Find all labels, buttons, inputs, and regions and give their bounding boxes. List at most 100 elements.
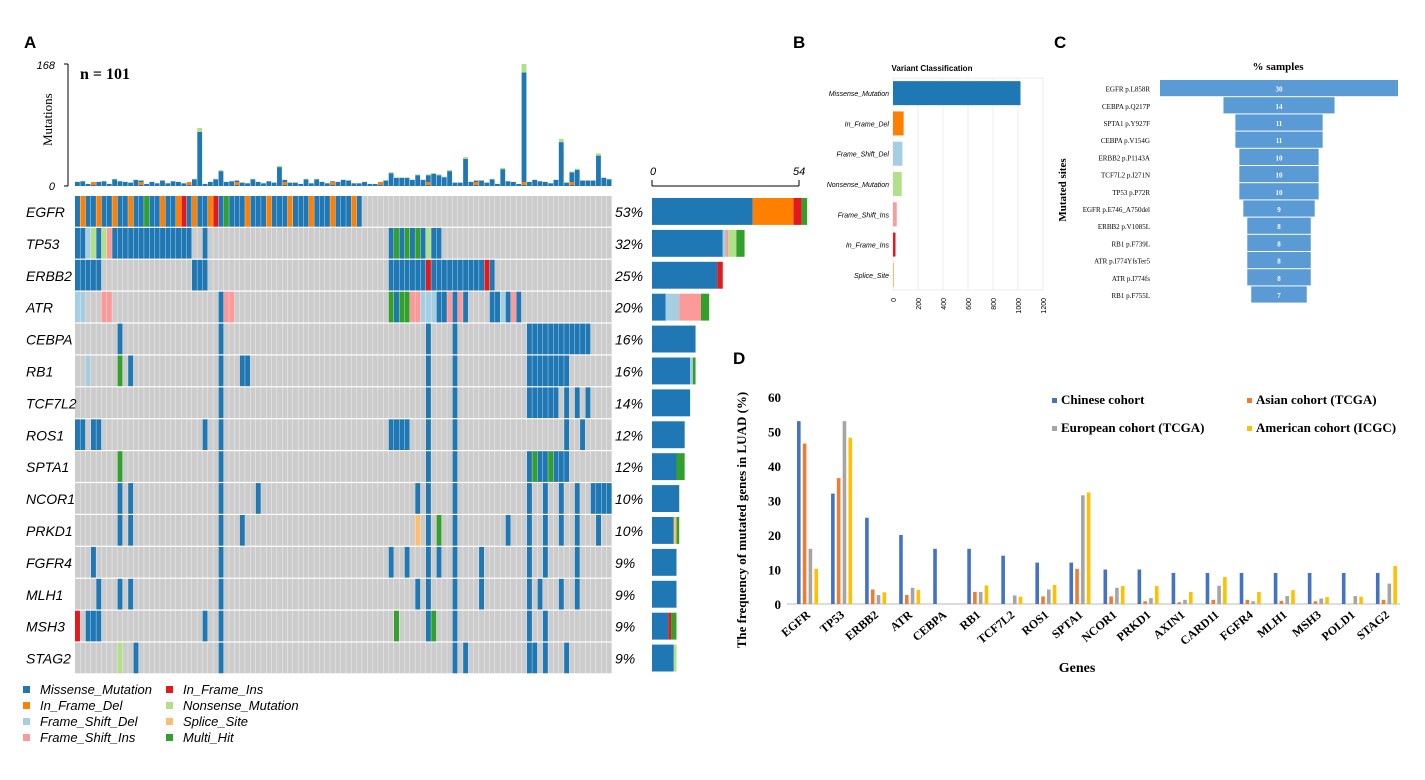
empty-cell <box>601 227 607 259</box>
tmb-bar <box>420 179 426 186</box>
empty-cell <box>138 451 144 482</box>
tmb-bar <box>176 181 181 186</box>
cohort-bar <box>984 585 989 604</box>
mutation-cell <box>101 291 107 323</box>
site-label: RB1 p.F755L <box>1111 292 1150 300</box>
gene-frequency-label: 9% <box>615 587 635 603</box>
empty-cell <box>500 196 506 227</box>
empty-cell <box>245 610 251 642</box>
gene-count-bar-segment <box>671 612 677 640</box>
gene-category-label: TCF7L2 <box>975 608 1018 647</box>
empty-cell <box>250 227 256 259</box>
empty-cell <box>176 323 181 355</box>
empty-cell <box>176 642 181 674</box>
empty-cell <box>75 483 80 514</box>
cohort-bar <box>1239 572 1244 604</box>
empty-cell <box>266 546 272 578</box>
empty-cell <box>367 259 373 291</box>
empty-cell <box>564 546 570 578</box>
empty-cell <box>510 451 516 482</box>
empty-cell <box>436 483 442 514</box>
empty-cell <box>261 610 267 642</box>
empty-cell <box>601 323 607 355</box>
empty-cell <box>218 259 224 291</box>
empty-cell <box>271 515 277 546</box>
empty-cell <box>303 291 309 323</box>
cohort-bar <box>1035 562 1039 604</box>
empty-cell <box>165 323 171 355</box>
empty-cell <box>308 451 314 482</box>
empty-cell <box>441 546 447 578</box>
cohort-bar <box>1273 572 1278 604</box>
empty-cell <box>516 515 522 546</box>
mutation-cell <box>479 578 485 610</box>
empty-cell <box>75 546 80 578</box>
site-bar <box>1247 269 1311 286</box>
cohort-bar <box>1143 601 1147 604</box>
cohort-legend-swatch <box>1052 426 1057 431</box>
empty-cell <box>85 483 91 514</box>
empty-cell <box>181 291 187 323</box>
tmb-bar <box>564 182 569 186</box>
empty-cell <box>271 642 277 674</box>
empty-cell <box>96 483 102 514</box>
mutation-cell <box>420 259 426 291</box>
empty-cell <box>340 387 346 419</box>
mutation-cell <box>526 546 532 578</box>
empty-cell <box>564 610 570 642</box>
empty-cell <box>170 419 176 450</box>
empty-cell <box>261 419 267 450</box>
empty-cell <box>133 259 139 291</box>
empty-cell <box>585 451 591 482</box>
empty-cell <box>399 196 405 227</box>
site-bar <box>1235 114 1323 131</box>
empty-cell <box>314 419 320 450</box>
empty-cell <box>287 642 293 674</box>
mutation-cell <box>510 291 516 323</box>
mutation-cell <box>537 451 543 482</box>
empty-cell <box>308 483 314 514</box>
cohort-bar <box>1183 599 1187 604</box>
tmb-bar <box>356 183 362 186</box>
tmb-bar-segment <box>521 182 527 185</box>
mutation-cell <box>218 610 224 642</box>
empty-cell <box>234 387 240 419</box>
mutation-cell <box>191 259 197 291</box>
empty-cell <box>181 355 187 387</box>
empty-cell <box>160 610 166 642</box>
empty-cell <box>346 546 352 578</box>
legend-label: Missense_Mutation <box>40 682 152 697</box>
empty-cell <box>447 483 453 514</box>
tmb-bar <box>308 183 314 186</box>
mutation-cell <box>425 610 431 642</box>
empty-cell <box>500 483 506 514</box>
empty-cell <box>441 227 447 259</box>
tmb-bar <box>500 169 506 186</box>
empty-cell <box>558 642 564 674</box>
empty-cell <box>255 578 261 610</box>
mutation-cell <box>128 196 134 227</box>
empty-cell <box>378 515 384 546</box>
empty-cell <box>484 578 490 610</box>
gene-count-bar-segment <box>673 517 677 544</box>
tmb-bar <box>85 183 91 186</box>
empty-cell <box>399 323 405 355</box>
empty-cell <box>186 483 192 514</box>
empty-cell <box>287 227 293 259</box>
oncoplot-legend: Missense_Mutation In_Frame_InsIn_Frame_De… <box>23 682 299 745</box>
empty-cell <box>351 227 357 259</box>
cohort-bar <box>1285 596 1289 604</box>
empty-cell <box>335 642 341 674</box>
empty-cell <box>383 483 389 514</box>
empty-cell <box>170 546 176 578</box>
empty-cell <box>388 610 394 642</box>
empty-cell <box>463 323 469 355</box>
cohort-bar <box>1189 591 1193 604</box>
tmb-bar-top <box>558 138 564 143</box>
tmb-bar <box>144 183 149 186</box>
empty-cell <box>346 483 352 514</box>
legend-label: Frame_Shift_Del <box>40 714 139 729</box>
empty-cell <box>388 196 394 227</box>
empty-cell <box>324 515 330 546</box>
cohort-legend-label: Chinese cohort <box>1061 392 1145 407</box>
